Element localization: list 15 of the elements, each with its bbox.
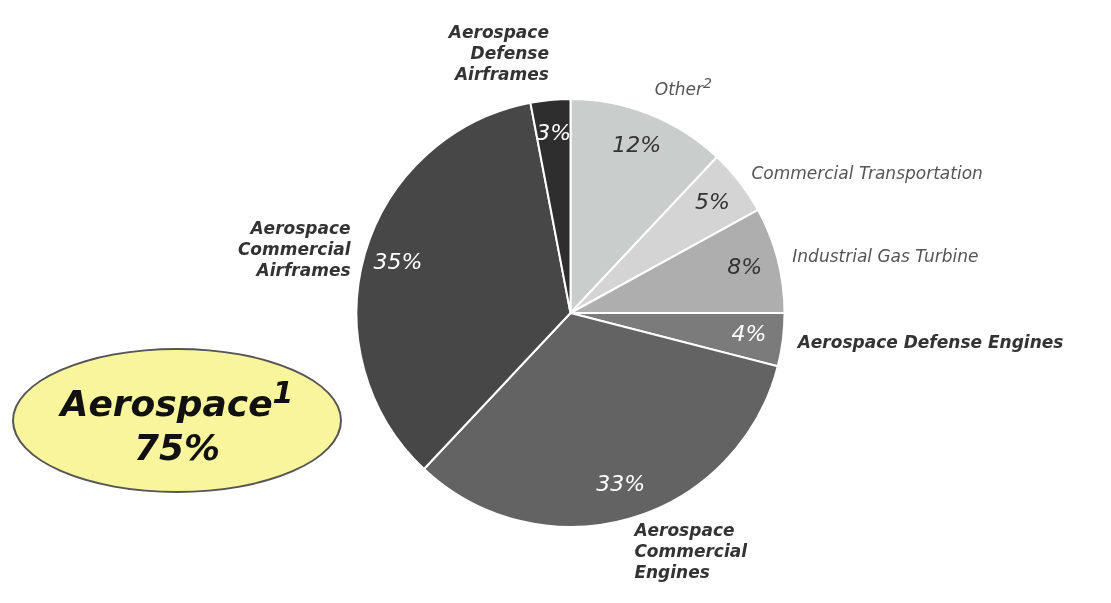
data-label: 4%	[731, 321, 767, 347]
data-label: 33%	[596, 471, 646, 497]
slice-label: Aerospace Defense Airframes	[447, 22, 549, 86]
data-label: 35%	[373, 248, 423, 274]
data-label: 5%	[695, 188, 730, 214]
slice-label: Aerospace Commercial Engines	[634, 520, 749, 584]
data-label: 3%	[536, 119, 572, 145]
slice-label: Other$^{2}$	[654, 74, 714, 101]
slice-label: Aerospace Commercial Airframes	[236, 217, 351, 281]
data-label: 12%	[612, 131, 662, 157]
slice-label: Aerospace Defense Engines	[797, 331, 1064, 353]
data-label: 8%	[727, 254, 763, 280]
ellipse-callout: Aerospace$^{1}$ 75%	[12, 348, 342, 493]
slice-label: Industrial Gas Turbine	[792, 245, 979, 267]
slice-label: Commercial Transportation	[751, 162, 983, 184]
